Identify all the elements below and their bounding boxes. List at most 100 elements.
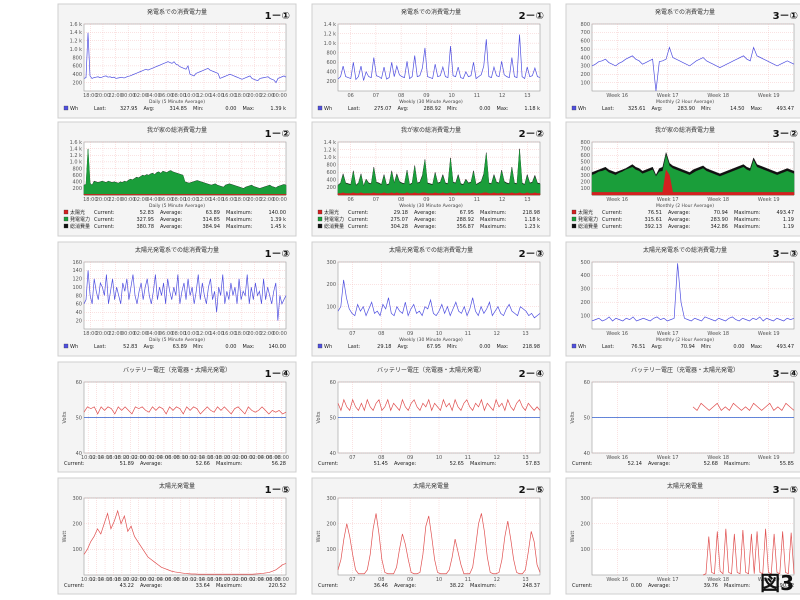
legend-swatch (63, 209, 69, 215)
stat-value: 0.00 (631, 583, 642, 589)
stat-key: Maximum: (734, 217, 761, 223)
stat-value: 33.64 (196, 583, 210, 589)
stat-value: 140.00 (269, 210, 287, 216)
chart-title: 発電系での消費電力量 (147, 8, 207, 16)
y-tick-label: 1.2 k (324, 31, 337, 37)
x-tick-label: Week 17 (657, 93, 679, 99)
x-tick-label: 10:00 (184, 93, 198, 99)
x-tick-label: 22:00 (232, 455, 246, 461)
y-tick-label: 700 (580, 146, 590, 152)
x-tick-label: 20:00 (96, 197, 110, 203)
x-tick-label: 08 (378, 331, 384, 337)
x-tick-label: 00:00 (272, 197, 286, 203)
y-tick-label: 1.0 k (70, 47, 83, 53)
x-tick-label: 08 (398, 93, 404, 99)
stat-value: 70.94 (714, 210, 728, 216)
stat-value: 218.98 (523, 344, 541, 350)
chart-footer: Daily (5 Minute Average) (149, 203, 205, 209)
y-tick-label: 400 (580, 273, 590, 279)
x-tick-label: 04:00 (146, 93, 160, 99)
stat-key: Last: (602, 106, 614, 112)
x-tick-label: 14:00 (209, 331, 223, 337)
y-tick-label: 40 (584, 451, 590, 457)
y-tick-label: 160 (72, 260, 82, 266)
panel-label: 2－① (519, 11, 544, 22)
chart-title: 太陽光発電系での総消費電力量 (643, 246, 727, 254)
x-tick-label: 08:00 (171, 331, 185, 337)
plot-area (337, 261, 541, 330)
y-tick-label: 700 (580, 30, 590, 36)
y-tick-label: 500 (580, 160, 590, 166)
series-line (337, 513, 541, 575)
x-tick-label: 00:00 (241, 577, 255, 583)
chart-title: 太陽光発電系での総消費電力量 (389, 246, 473, 254)
y-tick-label: 100 (580, 313, 590, 319)
x-tick-label: 00:00 (140, 577, 154, 583)
x-tick-label: 10 (436, 577, 442, 583)
y-tick-label: 400 (580, 55, 590, 61)
stat-value: 43.22 (120, 583, 134, 589)
stat-key: Avg: (144, 106, 155, 112)
stat-value: 275.07 (374, 106, 392, 112)
legend-label: 発電電力 (70, 216, 90, 223)
stat-key: Average: (140, 461, 163, 467)
y-tick-label: 50 (330, 415, 336, 421)
x-tick-label: 12 (494, 331, 500, 337)
stat-key: Current: (572, 461, 593, 467)
stat-value: 70.94 (681, 344, 695, 350)
stat-value: 304.28 (391, 224, 409, 230)
stat-key: Max: (751, 344, 763, 350)
y-tick-label: 400 (72, 72, 82, 78)
x-tick-label: 04:00 (146, 197, 160, 203)
legend-swatch (571, 216, 577, 222)
stat-key: Max: (497, 106, 509, 112)
stat-value: 0.00 (479, 344, 490, 350)
y-axis-label: Watt (62, 531, 68, 543)
chart-panel: 発電系での消費電力量 1－① 200 400 600 800 1.0 k 1.2 k 1.4 k… (57, 3, 297, 119)
stat-key: Current: (602, 210, 623, 216)
x-tick-label: Week 19 (758, 197, 780, 203)
stat-value: 67.95 (460, 210, 474, 216)
stat-value: 327.95 (120, 106, 138, 112)
x-tick-label: 16:00 (222, 197, 236, 203)
x-tick-label: 08:00 (174, 455, 188, 461)
y-tick-label: 200 (580, 300, 590, 306)
stat-value: 56.28 (272, 461, 286, 467)
stat-value: 1.18 k (524, 106, 540, 112)
y-tick-label: 50 (584, 415, 590, 421)
y-tick-label: 1.2 k (70, 39, 83, 45)
stat-key: Avg: (652, 344, 663, 350)
x-tick-label: Week 19 (758, 93, 780, 99)
y-tick-label: 100 (326, 547, 336, 553)
stat-key: Current: (94, 217, 115, 223)
x-tick-label: 00:00 (121, 331, 135, 337)
x-tick-label: 10 (448, 197, 454, 203)
chart-footer: Monthly (2 Hour Average) (656, 99, 714, 105)
stat-key: Average: (160, 210, 183, 216)
chart-title: 太陽光発電量 (667, 482, 703, 490)
stat-value: 1.19 (783, 224, 794, 230)
stat-value: 63.89 (206, 210, 220, 216)
stat-value: 218.98 (523, 210, 541, 216)
legend-label: Wh (70, 344, 78, 350)
x-tick-label: 06:00 (266, 577, 280, 583)
x-tick-label: 14:00 (98, 455, 112, 461)
panel-label: 2－② (519, 129, 544, 140)
y-tick-label: 600 (580, 39, 590, 45)
y-tick-label: 100 (72, 285, 82, 291)
series-area (83, 194, 287, 196)
plot-area (83, 497, 287, 576)
y-tick-label: 300 (326, 496, 336, 502)
chart-title: バッテリー電圧（充電器・太陽光発電） (631, 366, 739, 374)
stat-key: Min: (447, 344, 458, 350)
stat-key: Average: (648, 583, 671, 589)
y-tick-label: 140 (72, 268, 82, 274)
y-tick-label: 800 (326, 163, 336, 169)
x-tick-label: 20:00 (224, 455, 238, 461)
stat-value: 0.00 (733, 344, 744, 350)
stat-key: Max: (751, 106, 763, 112)
stat-key: Maximum: (480, 224, 507, 230)
y-tick-label: 400 (326, 178, 336, 184)
stat-key: Current: (94, 224, 115, 230)
y-axis-label: Volts (316, 411, 322, 423)
